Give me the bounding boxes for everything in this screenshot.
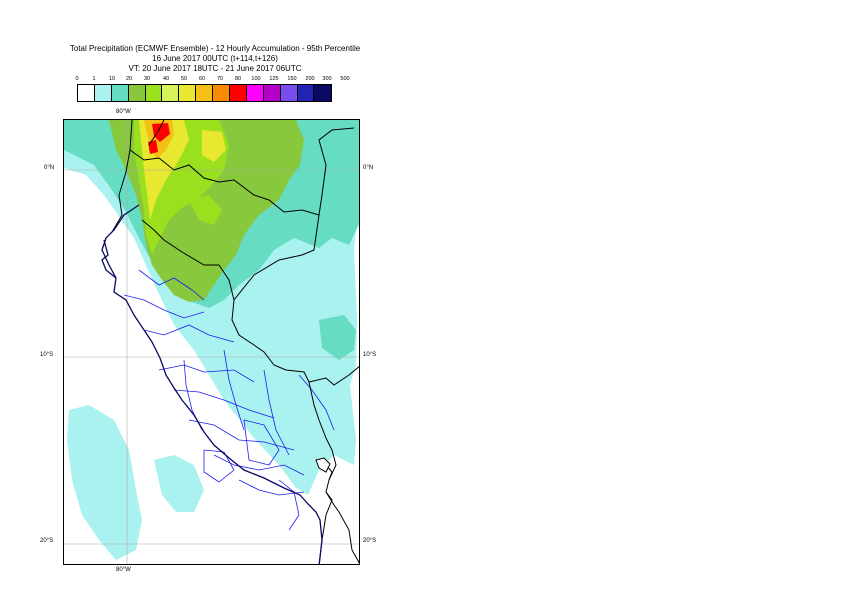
legend-swatch-2 (111, 85, 129, 101)
color-legend (77, 84, 333, 102)
legend-tick-150: 150 (287, 76, 297, 82)
legend-tick-10: 10 (108, 76, 116, 82)
legend-swatch-12 (280, 85, 298, 101)
lake-titicaca (315, 457, 331, 473)
legend-swatch-4 (145, 85, 163, 101)
legend-swatch-6 (179, 85, 197, 101)
region-boundaries (123, 269, 335, 531)
legend-swatch-10 (246, 85, 264, 101)
legend-swatch-8 (213, 85, 231, 101)
legend-tick-200: 200 (305, 76, 315, 82)
lat-label-10s-right: 10°S (363, 352, 377, 358)
legend-tick-20: 20 (125, 76, 133, 82)
legend-swatch-5 (162, 85, 180, 101)
legend-tick-labels: 0 1 10 20 30 40 50 60 70 80 100 125 150 … (0, 76, 842, 86)
lat-label-0n-right: 0°N (363, 165, 374, 171)
legend-swatch-1 (94, 85, 112, 101)
legend-swatch-9 (230, 85, 247, 101)
legend-swatch-7 (196, 85, 214, 101)
legend-tick-125: 125 (269, 76, 279, 82)
legend-tick-500: 500 (340, 76, 350, 82)
legend-tick-30: 30 (143, 76, 151, 82)
valid-time: VT: 20 June 2017 18UTC - 21 June 2017 06… (128, 64, 302, 73)
legend-tick-60: 60 (198, 76, 206, 82)
lat-label-10s-left: 10°S (40, 352, 54, 358)
legend-tick-80: 80 (234, 76, 242, 82)
legend-tick-50: 50 (180, 76, 188, 82)
lon-label-bottom: 80°W (116, 567, 131, 573)
legend-tick-300: 300 (322, 76, 332, 82)
lat-label-0n-left: 0°N (44, 165, 55, 171)
map-canvas (64, 120, 359, 564)
lon-label-top: 80°W (116, 109, 131, 115)
chart-title: Total Precipitation (ECMWF Ensemble) - 1… (69, 44, 361, 53)
precipitation-map (63, 119, 360, 565)
coastline (101, 204, 323, 564)
legend-tick-40: 40 (162, 76, 170, 82)
country-borders (111, 120, 359, 564)
legend-tick-100: 100 (251, 76, 261, 82)
lat-label-20s-right: 20°S (363, 538, 377, 544)
legend-swatch-13 (297, 85, 315, 101)
legend-swatch-14 (314, 85, 332, 101)
legend-tick-1: 1 (92, 76, 96, 82)
legend-swatch-3 (128, 85, 146, 101)
lat-label-20s-left: 20°S (40, 538, 54, 544)
legend-tick-0: 0 (75, 76, 79, 82)
legend-swatch-0 (78, 85, 95, 101)
legend-swatch-11 (263, 85, 281, 101)
forecast-run-date: 16 June 2017 00UTC (t+114,t+126) (152, 54, 278, 63)
graticule (64, 120, 359, 564)
legend-tick-70: 70 (216, 76, 224, 82)
